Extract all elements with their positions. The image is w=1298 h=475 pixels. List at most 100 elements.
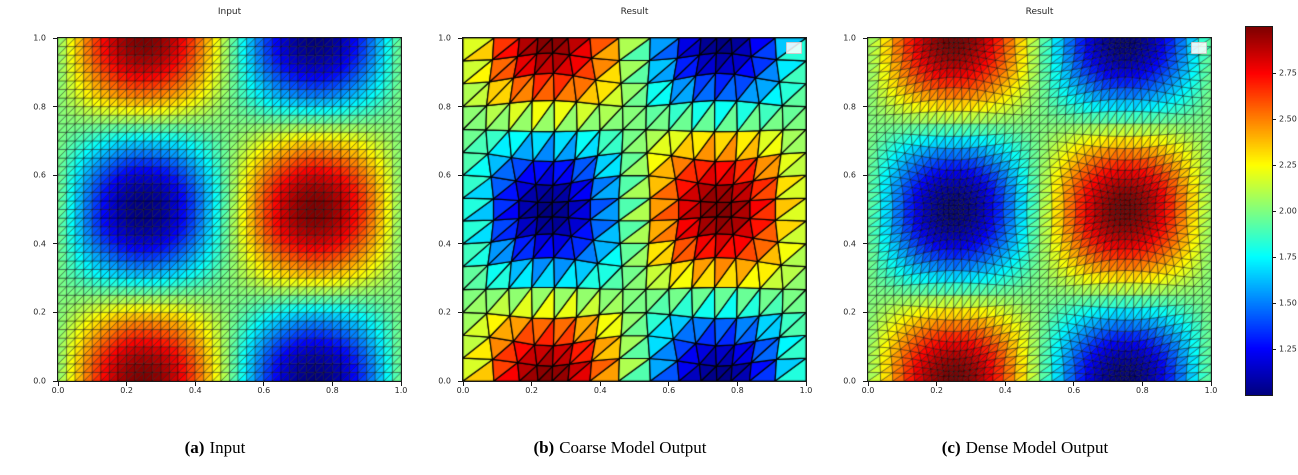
x-tick-mark xyxy=(331,382,333,386)
y-tick-label: 0.0 xyxy=(843,376,856,386)
y-tick-mark xyxy=(863,380,867,382)
caption-text-c: Dense Model Output xyxy=(965,438,1109,457)
colorbar-tick-label: 2.25 xyxy=(1279,160,1297,170)
caption-text-a: Input xyxy=(209,438,246,457)
caption-label-c: (c) xyxy=(941,438,961,457)
x-tick-mark xyxy=(1073,382,1075,386)
colorbar-tick-mark xyxy=(1273,348,1276,350)
colorbar-tick-mark xyxy=(1273,256,1276,258)
x-tick-label: 0.2 xyxy=(930,386,943,395)
y-tick-mark xyxy=(53,174,57,176)
legend-box-c xyxy=(1191,42,1207,54)
colorbar-tick-label: 2.50 xyxy=(1279,114,1297,124)
colorbar-tick-mark xyxy=(1273,72,1276,74)
x-axis-ticks-b: 0.0 0.2 0.4 0.6 0.8 1.0 xyxy=(457,386,813,398)
y-tick-label: 1.0 xyxy=(438,33,451,43)
colorbar: 2.75 2.50 2.25 2.00 1.75 1.50 1.25 xyxy=(1245,26,1298,406)
y-tick-mark xyxy=(458,380,462,382)
x-tick-mark xyxy=(1210,382,1212,386)
colorbar-tick-mark xyxy=(1273,210,1276,212)
y-tick-mark xyxy=(458,311,462,313)
y-tick-mark xyxy=(863,243,867,245)
x-tick-label: 0.0 xyxy=(51,386,65,395)
colorbar-gradient-canvas xyxy=(1246,27,1272,395)
y-tick-mark xyxy=(458,37,462,39)
y-tick-mark xyxy=(53,37,57,39)
x-tick-label: 0.8 xyxy=(731,386,744,395)
y-tick-mark xyxy=(458,106,462,108)
y-axis-ticks-a: 0.0 0.2 0.4 0.6 0.8 1.0 xyxy=(24,34,54,386)
plot-area-c: 0.0 0.2 0.4 0.6 0.8 1.0 0.0 0.2 0.4 0.6 0.8 1.0 xyxy=(843,34,1217,396)
x-tick-label: 0.6 xyxy=(662,386,676,395)
x-tick-mark xyxy=(668,382,670,386)
mesh-heatmap-canvas-b xyxy=(463,38,806,381)
x-tick-label: 0.4 xyxy=(188,386,202,395)
x-tick-label: 0.8 xyxy=(326,386,339,395)
y-tick-label: 0.8 xyxy=(33,102,46,112)
y-tick-label: 0.8 xyxy=(438,102,451,112)
y-tick-mark xyxy=(458,174,462,176)
y-tick-label: 0.2 xyxy=(438,307,451,317)
caption-text-b: Coarse Model Output xyxy=(559,438,707,457)
panel-a: Input 0.0 0.2 0.4 0.6 0.8 1.0 0.0 0.2 0.4 0.6 0.8… xyxy=(27,0,407,470)
colorbar-tick-label: 1.50 xyxy=(1279,298,1297,308)
y-tick-label: 1.0 xyxy=(33,33,46,43)
y-tick-label: 0.4 xyxy=(33,239,46,249)
plot-area-b: 0.0 0.2 0.4 0.6 0.8 1.0 0.0 0.2 0.4 0.6 0.8 1.0 xyxy=(438,34,812,396)
panel-b: Result 0.0 0.2 0.4 0.6 0.8 1.0 0.0 0.2 0.4 0.6 0.… xyxy=(432,0,812,470)
y-axis-ticks-b: 0.0 0.2 0.4 0.6 0.8 1.0 xyxy=(429,34,459,386)
y-tick-label: 0.4 xyxy=(843,239,856,249)
x-tick-label: 0.8 xyxy=(1136,386,1149,395)
x-tick-mark xyxy=(400,382,402,386)
plot-title-c: Result xyxy=(1025,7,1054,17)
panel-caption-b: (b) Coarse Model Output xyxy=(432,438,808,458)
x-tick-mark xyxy=(126,382,128,386)
x-tick-label: 0.6 xyxy=(257,386,271,395)
x-tick-label: 0.0 xyxy=(456,386,470,395)
x-tick-mark xyxy=(263,382,265,386)
x-tick-mark xyxy=(736,382,738,386)
x-tick-label: 1.0 xyxy=(394,386,408,395)
y-tick-mark xyxy=(458,243,462,245)
y-tick-mark xyxy=(863,37,867,39)
y-tick-mark xyxy=(53,311,57,313)
panel-caption-a: (a) Input xyxy=(27,438,403,458)
y-tick-label: 0.8 xyxy=(843,102,856,112)
y-tick-label: 0.2 xyxy=(843,307,856,317)
x-tick-mark xyxy=(805,382,807,386)
y-tick-mark xyxy=(863,311,867,313)
x-tick-mark xyxy=(462,382,464,386)
y-axis-ticks-c: 0.0 0.2 0.4 0.6 0.8 1.0 xyxy=(834,34,864,386)
y-tick-label: 0.6 xyxy=(843,170,856,180)
caption-label-a: (a) xyxy=(184,438,205,457)
x-tick-mark xyxy=(194,382,196,386)
x-tick-label: 0.2 xyxy=(120,386,133,395)
colorbar-tick-label: 2.00 xyxy=(1279,206,1297,216)
y-tick-label: 0.6 xyxy=(438,170,451,180)
y-tick-label: 0.0 xyxy=(33,376,46,386)
x-tick-label: 1.0 xyxy=(1204,386,1218,395)
x-tick-label: 0.4 xyxy=(593,386,607,395)
legend-box-b xyxy=(786,42,802,54)
mesh-heatmap-canvas-c xyxy=(868,38,1211,381)
x-tick-mark xyxy=(1004,382,1006,386)
colorbar-tick-mark xyxy=(1273,118,1276,120)
panel-c: Result 0.0 0.2 0.4 0.6 0.8 1.0 0.0 0.2 0.4 0.6 0.… xyxy=(837,0,1217,470)
x-tick-mark xyxy=(531,382,533,386)
y-tick-mark xyxy=(863,106,867,108)
y-tick-mark xyxy=(863,174,867,176)
x-tick-label: 1.0 xyxy=(799,386,813,395)
x-tick-mark xyxy=(599,382,601,386)
colorbar-frame xyxy=(1245,26,1273,396)
caption-label-b: (b) xyxy=(533,438,555,457)
x-tick-mark xyxy=(1141,382,1143,386)
plot-area-a: 0.0 0.2 0.4 0.6 0.8 1.0 0.0 0.2 0.4 0.6 0.8 1.0 xyxy=(33,34,407,396)
colorbar-tick-label: 2.75 xyxy=(1279,68,1297,78)
colorbar-tick-label: 1.25 xyxy=(1279,344,1297,354)
plot-title-a: Input xyxy=(217,7,242,17)
y-tick-label: 0.4 xyxy=(438,239,451,249)
x-axis-ticks-c: 0.0 0.2 0.4 0.6 0.8 1.0 xyxy=(862,386,1218,398)
x-tick-label: 0.2 xyxy=(525,386,538,395)
plot-title-b: Result xyxy=(620,7,649,17)
